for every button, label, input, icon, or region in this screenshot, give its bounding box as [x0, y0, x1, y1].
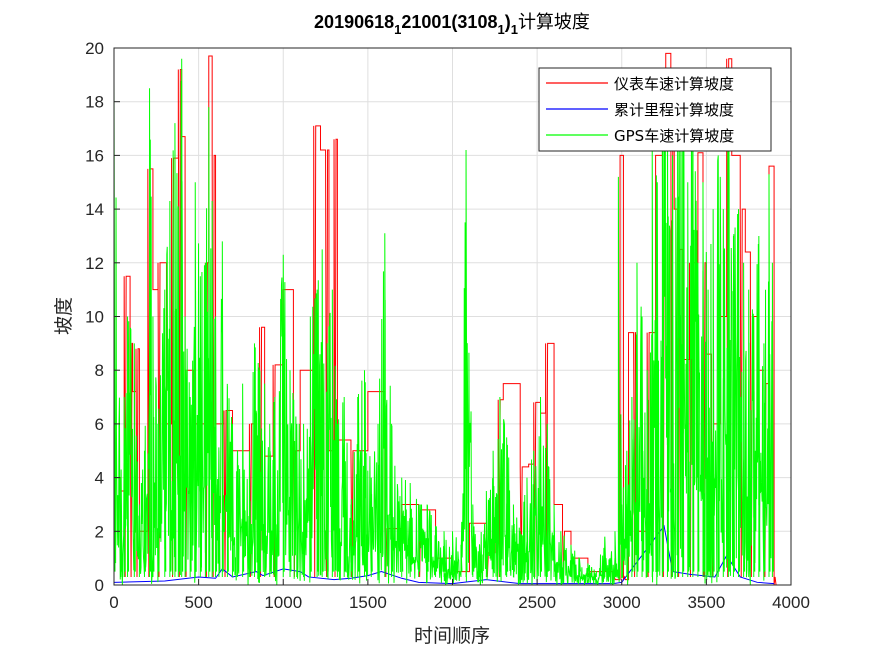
- title-sub-3: 1: [511, 22, 518, 37]
- x-tick-label: 1000: [264, 593, 302, 612]
- legend-label-series-2: 累计里程计算坡度: [614, 101, 734, 119]
- y-tick-label: 2: [95, 522, 104, 541]
- title-sub-1: 1: [394, 22, 401, 37]
- y-tick-label: 0: [95, 576, 104, 595]
- x-tick-label: 0: [109, 593, 118, 612]
- x-tick-label: 2500: [518, 593, 556, 612]
- x-tick-label: 3500: [687, 593, 725, 612]
- ticks: 0 500 1000 1500 2000 2500 3000 3500 4000 0 2 4 6 8 10 1…: [85, 39, 810, 612]
- y-tick-label: 18: [85, 93, 104, 112]
- y-tick-label: 20: [85, 39, 104, 58]
- legend-label-series-3: GPS车速计算坡度: [614, 127, 734, 145]
- x-tick-label: 4000: [772, 593, 810, 612]
- y-tick-label: 8: [95, 361, 104, 380]
- x-tick-label: 3000: [603, 593, 641, 612]
- title-tail: 计算坡度: [518, 12, 590, 32]
- y-tick-label: 6: [95, 415, 104, 434]
- x-tick-label: 500: [184, 593, 212, 612]
- title-main: 20190618: [314, 12, 394, 32]
- title-sub-2: 1: [497, 22, 504, 37]
- series-layer: [114, 52, 777, 585]
- y-axis-label: 坡度: [53, 297, 75, 335]
- title-mid: 21001(3108: [401, 12, 497, 32]
- y-tick-label: 14: [85, 200, 104, 219]
- title-close: ): [505, 12, 511, 32]
- legend: 仪表车速计算坡度 累计里程计算坡度 GPS车速计算坡度: [538, 67, 772, 152]
- y-tick-label: 12: [85, 254, 104, 273]
- x-tick-label: 2000: [434, 593, 472, 612]
- x-axis-label: 时间顺序: [414, 625, 490, 647]
- series-line-3: [114, 58, 774, 585]
- chart-title: 20190618121001(31081)1计算坡度: [314, 12, 590, 37]
- y-tick-label: 10: [85, 308, 104, 327]
- x-tick-label: 1500: [349, 593, 387, 612]
- legend-label-series-1: 仪表车速计算坡度: [614, 75, 734, 93]
- y-tick-label: 4: [95, 469, 104, 488]
- y-tick-label: 16: [85, 146, 104, 165]
